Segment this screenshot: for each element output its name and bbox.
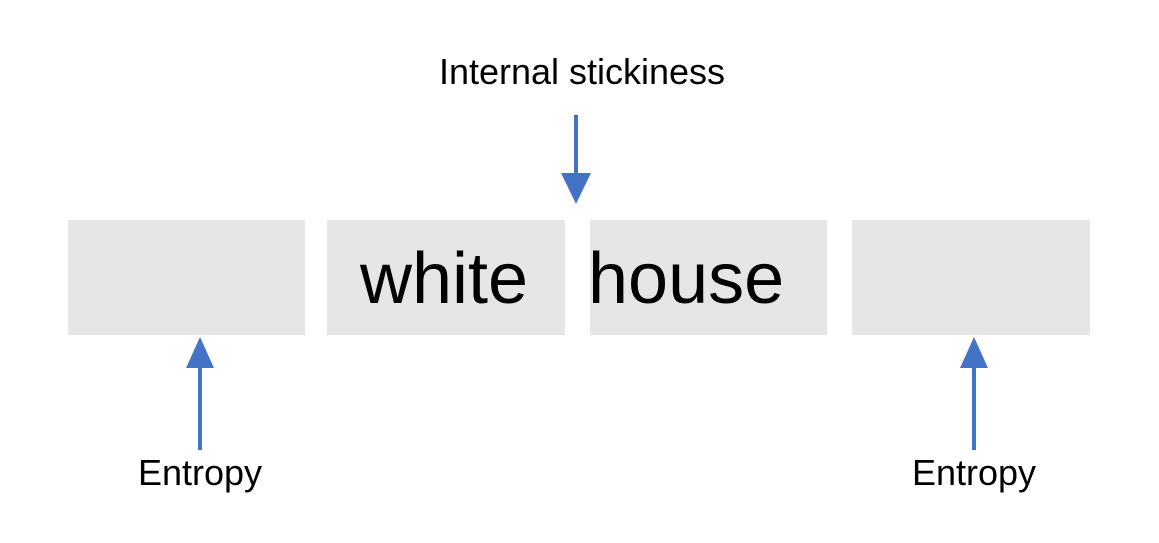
internal-stickiness-label: Internal stickiness	[438, 51, 726, 92]
arrow-up-right-icon	[960, 337, 988, 450]
arrow-down-icon	[561, 115, 591, 204]
entropy-label-right: Entropy	[911, 452, 1037, 493]
word-white: white	[360, 239, 529, 319]
word-box-house	[590, 220, 827, 335]
entropy-label-left: Entropy	[137, 452, 263, 493]
right-context-box	[852, 220, 1090, 335]
arrow-up-left-icon	[186, 337, 214, 450]
word-house: house	[588, 239, 785, 319]
left-context-box	[68, 220, 305, 335]
word-box-white	[327, 220, 565, 335]
